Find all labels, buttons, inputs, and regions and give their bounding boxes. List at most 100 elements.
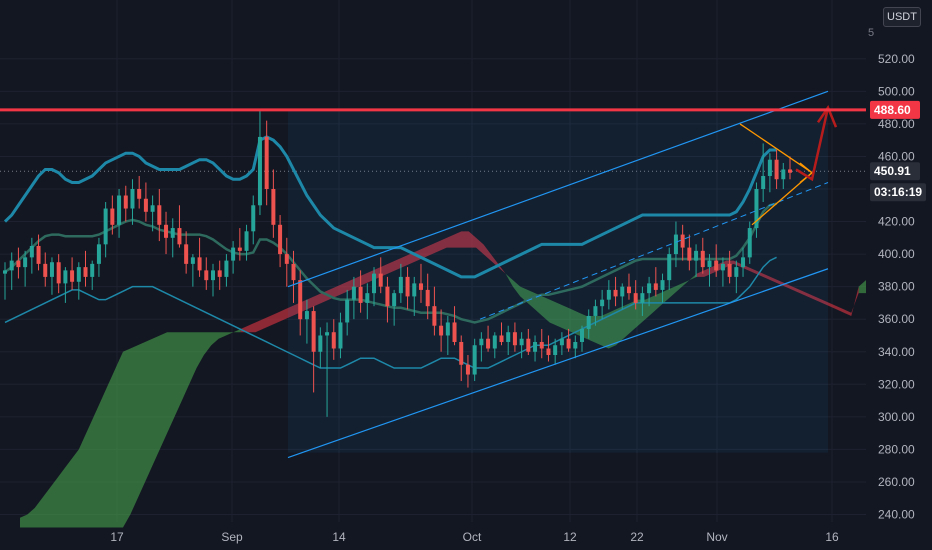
candle-up: [103, 208, 108, 245]
candle-down: [284, 254, 289, 264]
candle-down: [143, 198, 148, 212]
candle-up: [620, 286, 625, 297]
target-arrow-head: [816, 105, 838, 128]
candle-up: [492, 335, 497, 349]
candle-up: [351, 286, 356, 300]
candle-down: [271, 189, 276, 225]
candle-down: [425, 289, 430, 307]
candle-up: [640, 293, 645, 303]
x-axis[interactable]: 17 Sep 14 Oct 12 22 Nov 16: [110, 530, 839, 544]
candle-up: [720, 263, 725, 271]
candle-down: [331, 332, 336, 349]
countdown-text: 03:16:19: [874, 185, 922, 199]
y-tick-label: 360.00: [878, 312, 915, 326]
candle-up: [210, 270, 215, 281]
resistance-tag-text: 488.60: [874, 103, 911, 117]
candle-up: [593, 306, 598, 316]
y-tick-label: 240.00: [878, 508, 915, 522]
candle-down: [700, 250, 705, 268]
candle-down: [526, 338, 531, 352]
candle-up: [190, 257, 195, 264]
candle-down: [418, 283, 423, 290]
currency-badge[interactable]: USDT: [883, 7, 921, 27]
candle-down: [16, 260, 21, 268]
y-tick-label: 460.00: [878, 149, 915, 163]
y-tick-label: 420.00: [878, 215, 915, 229]
candle-up: [647, 283, 652, 294]
candle-up: [96, 244, 101, 264]
candle-up: [76, 267, 81, 282]
y-tick-label: 500.00: [878, 84, 915, 98]
candle-down: [83, 267, 88, 277]
candle-down: [680, 234, 685, 248]
candle-down: [278, 224, 283, 255]
candle-up: [600, 299, 605, 307]
candle-down: [298, 280, 303, 320]
candle-down: [459, 341, 464, 365]
kumo-bull: [505, 273, 697, 349]
candle-up: [533, 341, 538, 352]
candle-up: [667, 254, 672, 281]
bollinger-lower: [4, 256, 777, 369]
candle-up: [244, 231, 249, 251]
channel-upper-line: [287, 90, 829, 288]
x-tick-label: Nov: [706, 530, 727, 544]
candle-up: [606, 289, 611, 300]
y-axis[interactable]: 240.00 260.00 280.00 300.00 320.00 340.00 360.…: [878, 52, 915, 522]
candle-up: [231, 247, 236, 261]
candle-up: [741, 257, 746, 268]
candle-up: [479, 338, 484, 346]
candle-down: [512, 332, 517, 346]
last-price-tag-text: 450.91: [874, 164, 911, 178]
candle-down: [177, 228, 182, 245]
candle-up: [392, 293, 397, 307]
y-tick-label: 320.00: [878, 377, 915, 391]
candle-up: [519, 338, 524, 346]
y-tick-label: 380.00: [878, 280, 915, 294]
trend-drawings: [287, 90, 838, 459]
candle-up: [304, 311, 309, 320]
candle-down: [439, 325, 444, 336]
candle-up: [117, 195, 122, 225]
candle-down: [465, 364, 470, 375]
candle-down: [486, 338, 491, 349]
candle-up: [29, 245, 34, 258]
candle-up: [345, 299, 350, 323]
candlestick-series: [3, 110, 792, 417]
y-tick-label: 520.00: [878, 52, 915, 66]
candle-down: [653, 283, 658, 290]
x-tick-label: 12: [563, 530, 577, 544]
candle-up: [694, 250, 699, 261]
y-tick-label: 280.00: [878, 442, 915, 456]
candle-down: [110, 208, 115, 225]
candle-down: [70, 270, 75, 282]
candle-up: [586, 315, 591, 329]
candle-up: [398, 276, 403, 294]
candle-down: [311, 311, 316, 352]
candle-down: [137, 189, 142, 199]
x-tick-label: 17: [110, 530, 124, 544]
candle-up: [707, 260, 712, 268]
candle-down: [358, 286, 363, 303]
candle-up: [781, 169, 786, 180]
candle-down: [452, 322, 457, 342]
candle-up: [580, 328, 585, 342]
triangle-arrow-head: [799, 162, 814, 183]
bollinger-upper: [3, 135, 777, 279]
channel-background: [288, 110, 828, 453]
candle-up: [23, 257, 28, 268]
bollinger-bands: [3, 135, 777, 369]
candle-up: [338, 322, 343, 349]
candle-up: [372, 273, 377, 294]
x-tick-label: 22: [630, 530, 644, 544]
candle-up: [170, 228, 175, 238]
candle-up: [673, 234, 678, 255]
candle-down: [613, 289, 618, 297]
candle-up: [9, 260, 14, 271]
candle-down: [291, 263, 296, 281]
candle-up: [325, 332, 330, 336]
kumo-bear: [696, 260, 859, 316]
candle-down: [714, 260, 719, 271]
candle-up: [761, 175, 766, 189]
